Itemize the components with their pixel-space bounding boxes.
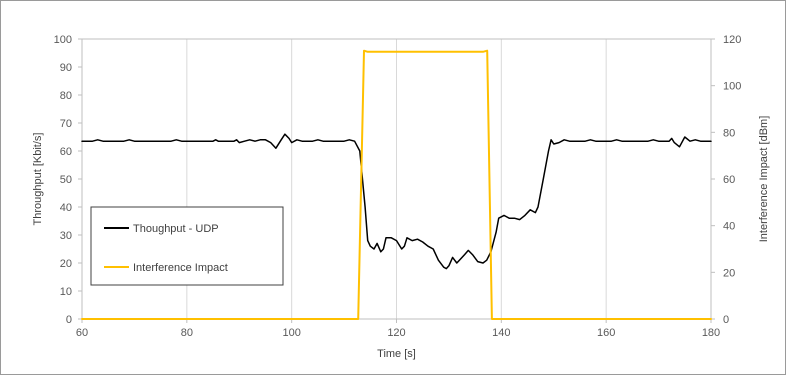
series-line-interference: [81, 49, 712, 320]
y2-tick-label: 120: [723, 34, 741, 46]
y-tick-label: 100: [54, 34, 72, 46]
y2-tick-label: 20: [723, 267, 735, 279]
x-tick-label: 180: [702, 327, 720, 339]
y2-tick-label: 100: [723, 81, 741, 93]
legend-label-interference: Interference Impact: [133, 262, 228, 274]
series-layer: [81, 49, 712, 320]
y-tick-label: 0: [66, 314, 72, 326]
x-tick-label: 100: [282, 327, 300, 339]
y-tick-label: 10: [60, 286, 72, 298]
y2-tick-label: 40: [723, 221, 735, 233]
series-line-throughput: [81, 133, 712, 270]
y2-tick-label: 80: [723, 127, 735, 139]
y-tick-label: 50: [60, 174, 72, 186]
y-tick-label: 80: [60, 90, 72, 102]
legend: Thoughput - UDP Interference Impact: [90, 206, 284, 286]
y2-axis-title: Interference Impact [dBm]: [758, 116, 770, 243]
y2-tick-label: 0: [723, 314, 729, 326]
x-tick-label: 160: [597, 327, 615, 339]
x-tick-label: 80: [181, 327, 193, 339]
y2-tick-label: 60: [723, 174, 735, 186]
y-tick-label: 20: [60, 258, 72, 270]
y-tick-label: 70: [60, 118, 72, 130]
x-axis-title: Time [s]: [377, 348, 416, 360]
y-tick-label: 30: [60, 230, 72, 242]
legend-label-throughput: Thoughput - UDP: [133, 223, 219, 235]
axis-layer: 60 80 100 120 140 160 180010203040506070809010…: [54, 34, 742, 339]
legend-box: [90, 206, 284, 286]
y-axis-title: Throughput [Kbit/s]: [32, 133, 44, 226]
x-tick-label: 60: [76, 327, 88, 339]
y-tick-label: 90: [60, 62, 72, 74]
x-tick-label: 140: [492, 327, 510, 339]
y-tick-label: 40: [60, 202, 72, 214]
y-tick-label: 60: [60, 146, 72, 158]
x-tick-label: 120: [387, 327, 405, 339]
